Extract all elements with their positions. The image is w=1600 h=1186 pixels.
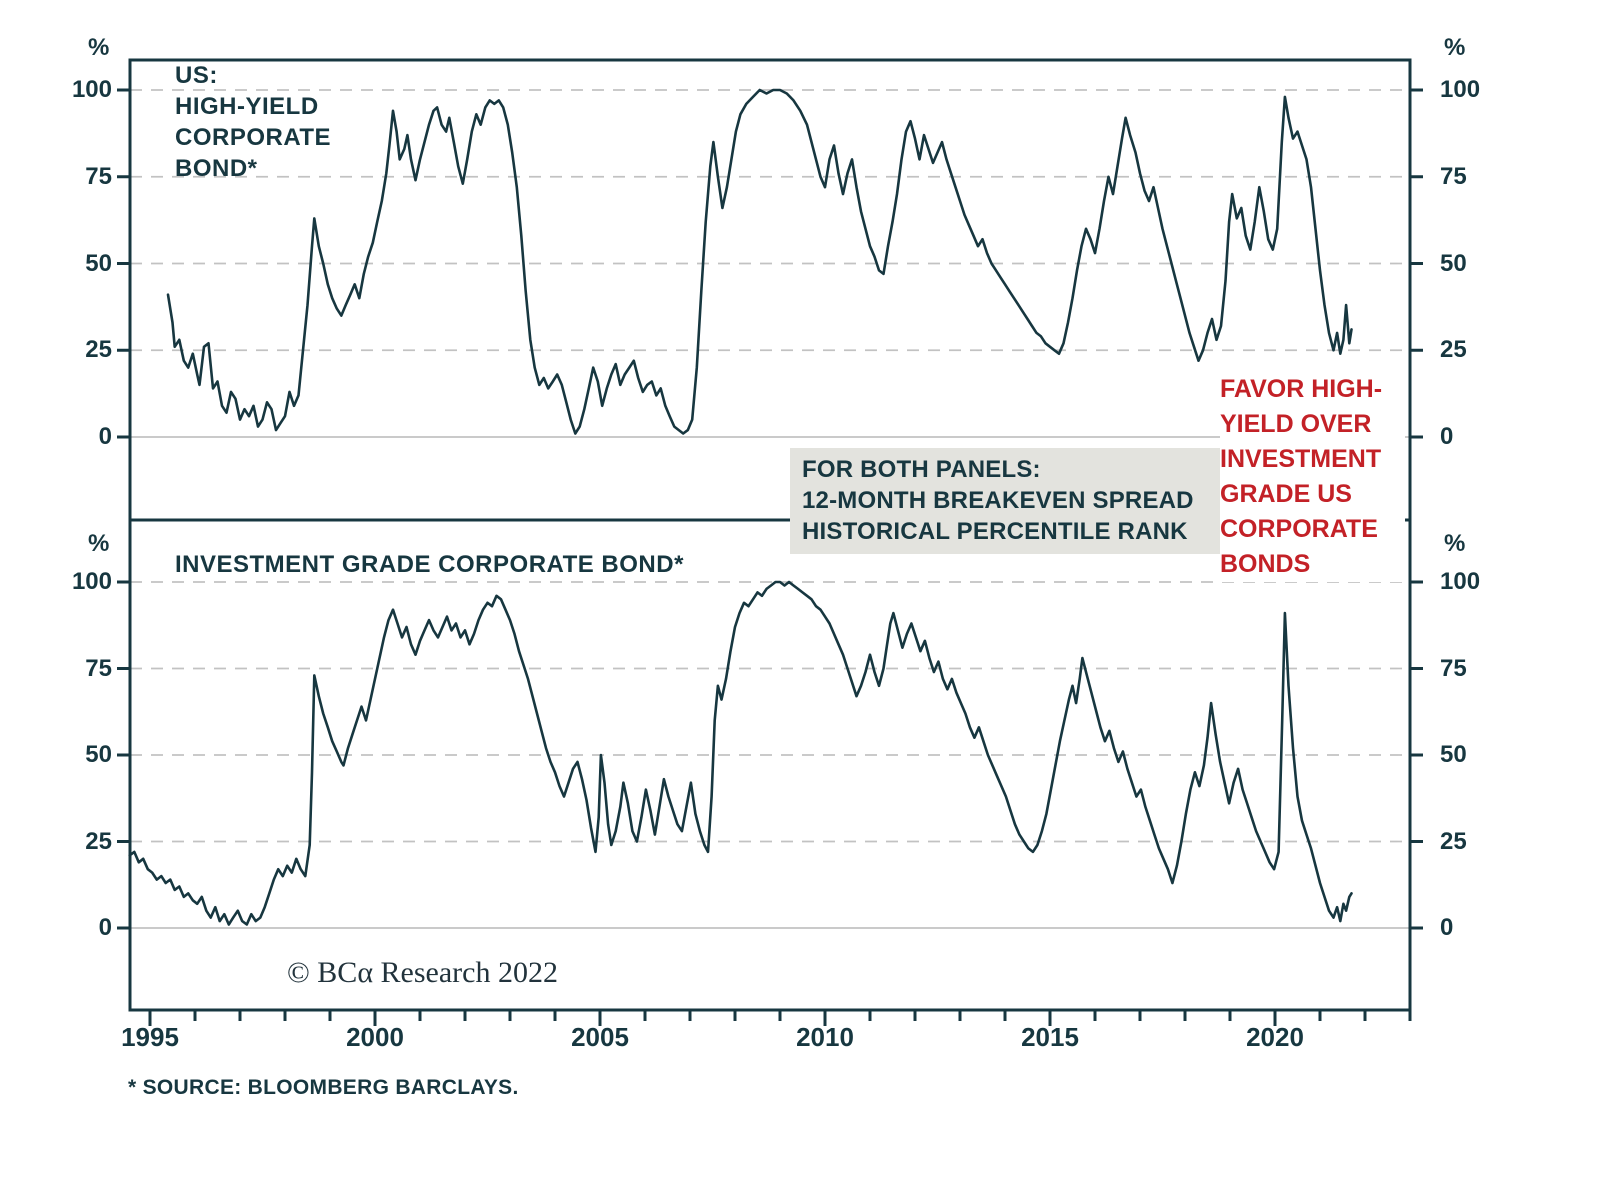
- x-tick-label: 2020: [1246, 1022, 1304, 1052]
- y-tick-label: 0: [1440, 914, 1454, 941]
- x-tick-label: 2015: [1021, 1022, 1079, 1052]
- title-line: HIGH-YIELD: [175, 93, 319, 120]
- y-tick-label: 75: [85, 162, 112, 190]
- bottom-panel-title: INVESTMENT GRADE CORPORATE BOND*: [175, 551, 684, 578]
- y-tick-label: 0: [98, 423, 112, 450]
- note-line: HISTORICAL PERCENTILE RANK: [802, 518, 1188, 545]
- x-tick-label: 1995: [121, 1022, 179, 1052]
- annotation-line: INVESTMENT: [1220, 445, 1382, 473]
- y-tick-label: 100: [1440, 568, 1481, 595]
- both-panels-note: FOR BOTH PANELS: 12-MONTH BREAKEVEN SPRE…: [790, 448, 1234, 554]
- annotation-line: CORPORATE: [1220, 515, 1378, 543]
- y-tick-label: 0: [98, 914, 112, 941]
- x-tick-label: 2010: [796, 1022, 854, 1052]
- note-line: 12-MONTH BREAKEVEN SPREAD: [802, 487, 1194, 514]
- x-tick-label: 2000: [346, 1022, 404, 1052]
- top-panel-title: US: HIGH-YIELD CORPORATE BOND*: [175, 60, 331, 184]
- annotation-line: BONDS: [1220, 550, 1311, 578]
- y-tick-label: 75: [85, 654, 112, 682]
- y-tick-label: 25: [85, 827, 112, 855]
- y-tick-label: 25: [1440, 336, 1467, 364]
- annotation-line: FAVOR HIGH-: [1220, 375, 1383, 403]
- y-tick-label: 100: [71, 76, 112, 103]
- y-tick-label: 50: [85, 249, 112, 277]
- y-axis-unit-label: %: [1444, 530, 1466, 557]
- title-line: CORPORATE: [175, 124, 332, 151]
- title-line: US:: [175, 62, 218, 89]
- y-axis-unit-label: %: [88, 34, 110, 61]
- annotation-line: YIELD OVER: [1220, 410, 1372, 438]
- title-line: BOND*: [175, 155, 258, 182]
- bca-copyright: © BCα Research 2022: [287, 956, 558, 989]
- y-tick-label: 100: [1440, 76, 1481, 103]
- y-tick-label: 75: [1440, 162, 1467, 190]
- y-tick-label: 25: [1440, 827, 1467, 855]
- y-axis-unit-label: %: [1444, 34, 1466, 61]
- y-tick-label: 50: [85, 741, 112, 768]
- note-line: FOR BOTH PANELS:: [802, 456, 1041, 483]
- y-tick-label: 50: [1440, 249, 1467, 277]
- source-note: * SOURCE: BLOOMBERG BARCLAYS.: [128, 1076, 519, 1099]
- y-axis-unit-label: %: [88, 530, 110, 557]
- y-tick-label: 50: [1440, 741, 1467, 768]
- y-tick-label: 25: [85, 336, 112, 364]
- x-tick-label: 2005: [571, 1022, 629, 1052]
- y-tick-label: 100: [71, 568, 112, 595]
- annotation-line: GRADE US: [1220, 480, 1352, 508]
- favor-high-yield-annotation: FAVOR HIGH- YIELD OVER INVESTMENT GRADE …: [1220, 372, 1405, 582]
- y-tick-label: 0: [1440, 423, 1454, 450]
- y-tick-label: 75: [1440, 654, 1467, 682]
